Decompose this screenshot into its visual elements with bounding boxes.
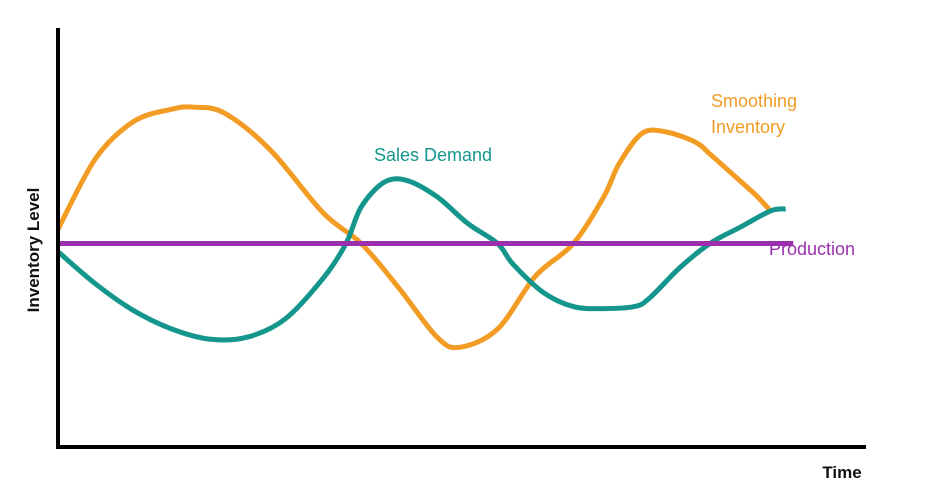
series-line-sales-demand (56, 176, 786, 343)
series-label-smoothing-inventory: Smoothing Inventory (711, 91, 802, 137)
series-line-smoothing-inventory (55, 104, 773, 351)
axes (56, 28, 866, 449)
series-label-production: Production (769, 239, 855, 259)
series-label-sales-demand: Sales Demand (374, 145, 492, 165)
series-label-smoothing-line1: Smoothing (711, 91, 797, 111)
x-axis-title: Time (822, 463, 861, 482)
series-lines (55, 104, 794, 351)
y-axis-title: Inventory Level (24, 188, 43, 313)
series-label-smoothing-line2: Inventory (711, 117, 785, 137)
